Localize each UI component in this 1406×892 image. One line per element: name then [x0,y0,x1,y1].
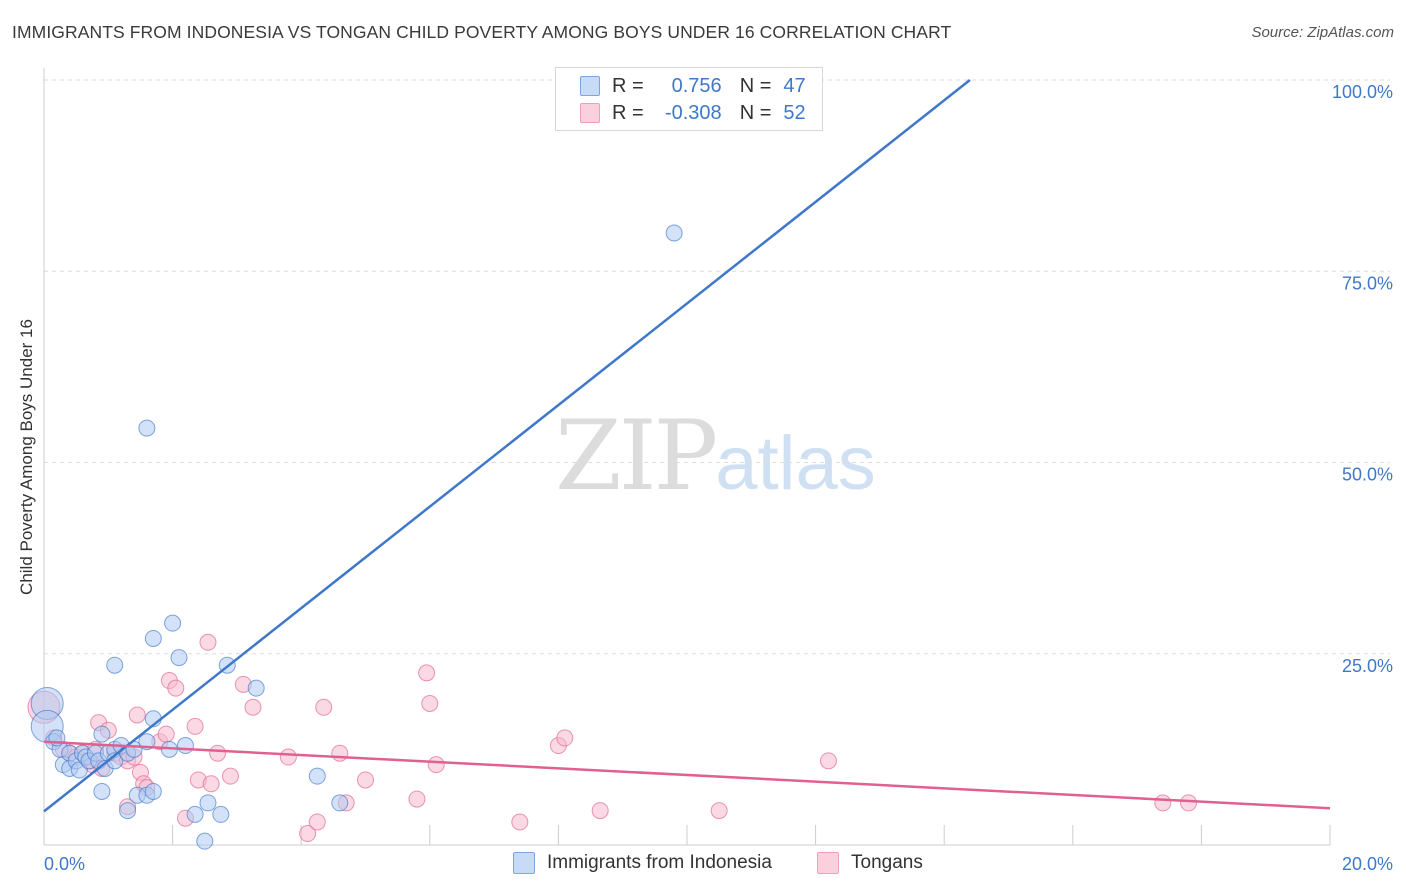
indonesia-point [93,725,111,743]
tongan-point [1154,794,1172,812]
tongan-point [591,802,609,820]
indonesia-point [665,224,683,242]
indonesia-point [144,629,162,647]
series-legend: Immigrants from Indonesia Tongans [0,852,1406,878]
legend-row-tongan: R = -0.308 N = 52 [580,101,806,125]
indonesia-point [119,802,137,820]
chart-title: IMMIGRANTS FROM INDONESIA VS TONGAN CHIL… [12,22,952,42]
indonesia-point [186,805,204,823]
x-tick-label: 0.0% [44,854,85,874]
indonesia-point [164,614,182,632]
indonesia-point [196,832,214,850]
y-tick-label: 50.0% [1342,465,1393,485]
indonesia-point [331,794,349,812]
x-tick-label: 20.0% [1342,854,1393,874]
legend-n-value-tongan: 52 [783,101,806,124]
legend-r-label: R = [612,74,644,97]
legend-swatch-indonesia [513,852,535,874]
legend-label-tongan: Tongans [851,852,923,873]
indonesia-point [247,679,265,697]
correlation-legend: R = 0.756 N = 47 R = -0.308 N = 52 [555,67,823,131]
y-tick-label: 100.0% [1332,82,1393,102]
legend-label-indonesia: Immigrants from Indonesia [547,852,772,873]
legend-item-tongan[interactable]: Tongans [817,852,923,874]
legend-n-value-indonesia: 47 [783,74,806,97]
indonesia-point [93,782,111,800]
tongan-point [421,694,439,712]
watermark-atlas: atlas [715,421,876,506]
indonesia-point [199,794,217,812]
legend-r-label: R = [612,101,644,124]
tongan-point [315,698,333,716]
tongan-point [202,775,220,793]
watermark: ZIPatlas [555,400,876,512]
legend-n-label: N = [739,101,772,124]
indonesia-point [170,649,188,667]
tongan-point [331,744,349,762]
tongan-point [279,748,297,766]
tongan-point [418,664,436,682]
legend-n-label: N = [739,74,772,97]
y-tick-label: 25.0% [1342,656,1393,676]
tongan-point [157,725,175,743]
tongan-point [408,790,426,808]
y-tick-label: 75.0% [1342,273,1393,293]
tongan-point [511,813,529,831]
indonesia-point [212,805,230,823]
legend-swatch-indonesia [580,76,600,96]
tongan-point [556,729,574,747]
legend-r-value-indonesia: 0.756 [671,74,722,97]
indonesia-point [138,419,156,437]
legend-item-indonesia[interactable]: Immigrants from Indonesia [513,852,772,874]
indonesia-point [106,656,124,674]
tongan-point [819,752,837,770]
tongan-point [186,717,204,735]
tongan-point [128,706,146,724]
tongan-point [199,633,217,651]
tongan-point [167,679,185,697]
legend-swatch-tongan [580,103,600,123]
tongan-point [357,771,374,789]
tongan-point [299,825,317,843]
tongan-point [221,767,239,785]
tongan-point [308,813,326,831]
indonesia-point [176,737,194,755]
tongan-point [209,744,227,762]
legend-row-indonesia: R = 0.756 N = 47 [580,74,806,98]
source-label: Source: ZipAtlas.com [1251,24,1394,41]
tongan-point [710,802,728,820]
tongan-point [244,698,262,716]
legend-r-value-tongan: -0.308 [664,101,722,124]
watermark-zip: ZIP [555,400,718,512]
indonesia-point [144,782,162,800]
tongan-point [427,756,445,774]
legend-swatch-tongan [817,852,839,874]
indonesia-point [308,767,326,785]
tongan-point [1180,794,1198,812]
tongan-trendline [43,740,1331,810]
indonesia-trendline [43,79,971,813]
